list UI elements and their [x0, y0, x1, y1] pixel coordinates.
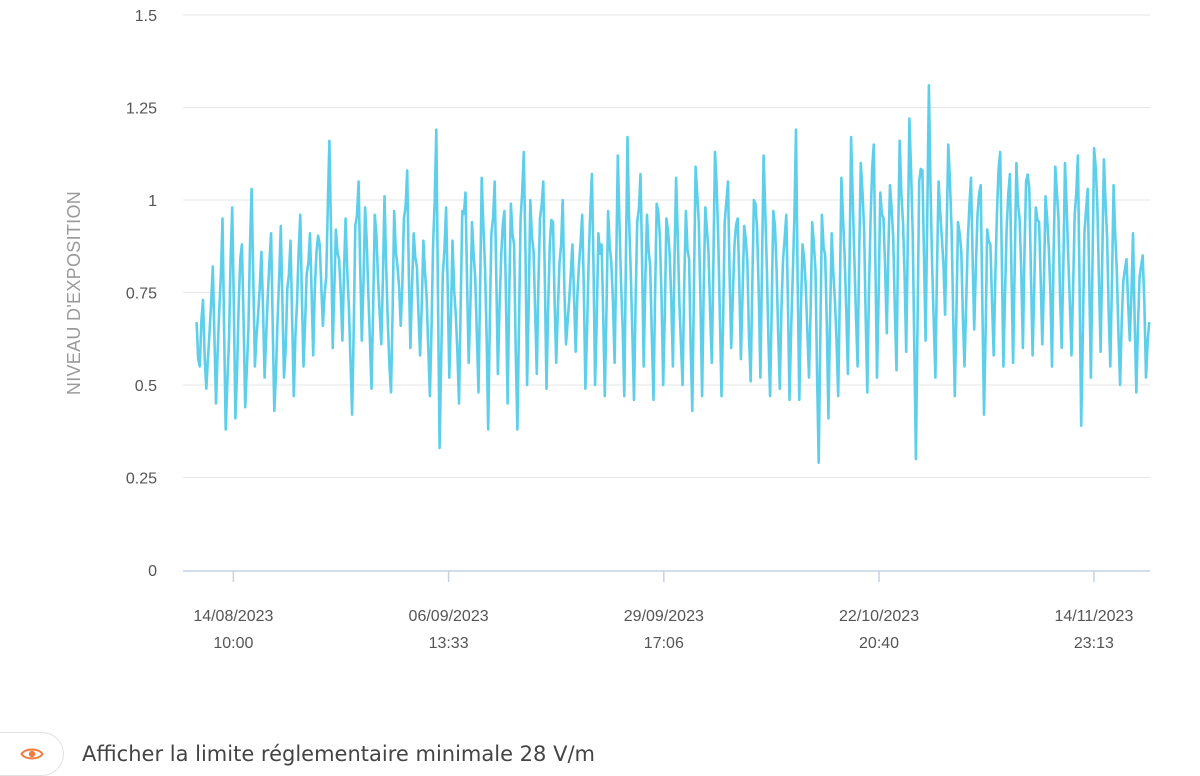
x-axis-ticks: 14/08/2023 10:00 06/09/2023 13:33 29/09/2023…: [193, 571, 1133, 652]
show-limit-toggle[interactable]: [0, 732, 64, 776]
y-tick-label: 0: [148, 563, 157, 580]
y-tick-label: 1: [148, 193, 157, 210]
y-tick-label: 0.75: [126, 286, 157, 303]
y-tick-label: 0.25: [126, 471, 157, 488]
y-tick-label: 1.25: [126, 101, 157, 118]
x-tick-label: 22/10/2023 20:40: [839, 608, 919, 652]
x-tick-label: 06/09/2023 13:33: [409, 608, 489, 652]
y-tick-label: 1.5: [135, 8, 157, 25]
x-tick-label: 14/08/2023 10:00: [193, 608, 273, 652]
x-tick-label: 29/09/2023 17:06: [624, 608, 704, 652]
x-tick-label: 14/11/2023 23:13: [1054, 608, 1133, 652]
legend-label: Afficher la limite réglementaire minimal…: [82, 742, 595, 766]
y-axis-ticks: 0 0.25 0.5 0.75 1 1.25 1.5: [126, 8, 157, 580]
exposure-chart: 0 0.25 0.5 0.75 1 1.25 1.5 14/08/2023 10:00 06/0…: [64, 8, 1151, 652]
series-line: [195, 84, 1151, 464]
legend: Afficher la limite réglementaire minimal…: [0, 732, 800, 776]
eye-icon: [19, 748, 44, 760]
y-axis-label: NIVEAU D'EXPOSITION: [64, 191, 84, 395]
y-tick-label: 0.5: [135, 378, 157, 395]
